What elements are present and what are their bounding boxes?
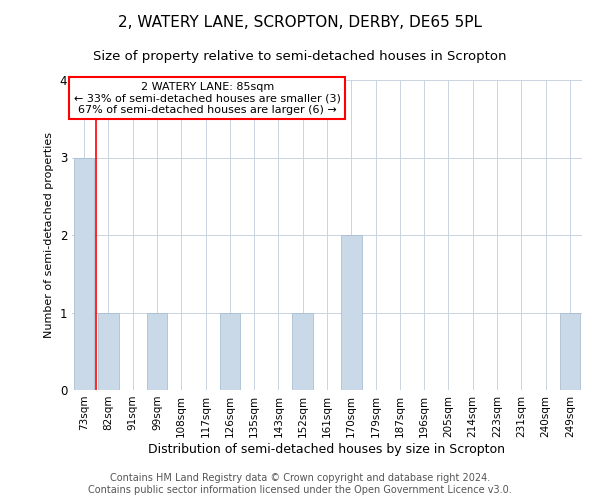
Bar bbox=[98, 312, 119, 390]
Text: Size of property relative to semi-detached houses in Scropton: Size of property relative to semi-detach… bbox=[93, 50, 507, 63]
Bar bbox=[74, 158, 94, 390]
Bar bbox=[146, 312, 167, 390]
Text: Contains HM Land Registry data © Crown copyright and database right 2024.
Contai: Contains HM Land Registry data © Crown c… bbox=[88, 474, 512, 495]
X-axis label: Distribution of semi-detached houses by size in Scropton: Distribution of semi-detached houses by … bbox=[149, 442, 505, 456]
Bar bbox=[560, 312, 580, 390]
Y-axis label: Number of semi-detached properties: Number of semi-detached properties bbox=[44, 132, 54, 338]
Text: 2, WATERY LANE, SCROPTON, DERBY, DE65 5PL: 2, WATERY LANE, SCROPTON, DERBY, DE65 5P… bbox=[118, 15, 482, 30]
Bar bbox=[220, 312, 240, 390]
Bar bbox=[341, 235, 362, 390]
Bar bbox=[292, 312, 313, 390]
Text: 2 WATERY LANE: 85sqm
← 33% of semi-detached houses are smaller (3)
67% of semi-d: 2 WATERY LANE: 85sqm ← 33% of semi-detac… bbox=[74, 82, 341, 115]
